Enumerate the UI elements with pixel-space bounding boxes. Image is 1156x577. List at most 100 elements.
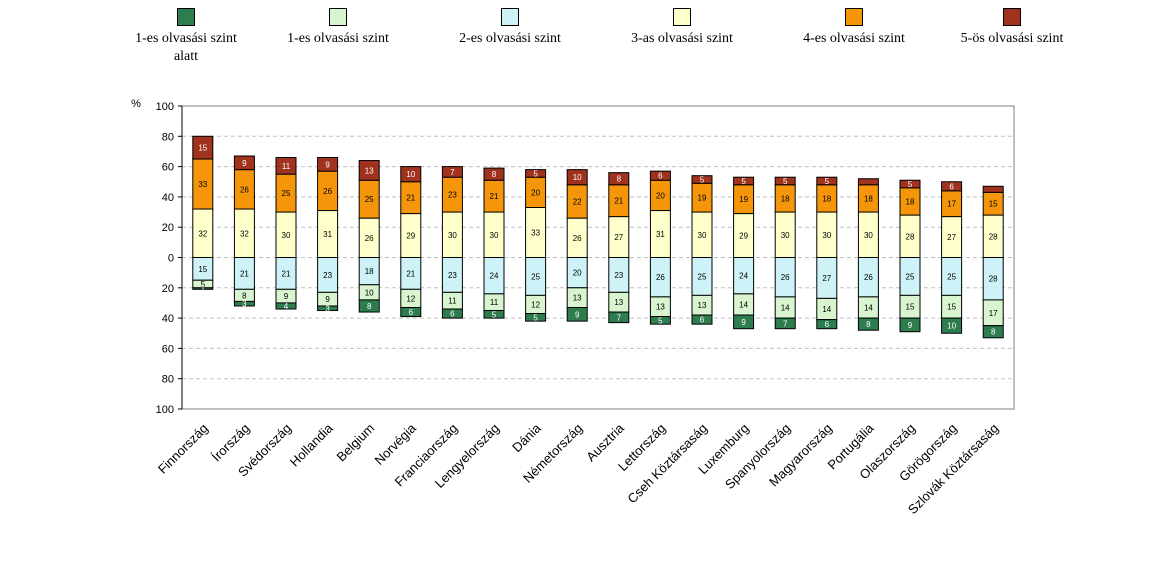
data-label: 5 <box>783 177 788 186</box>
data-label: 32 <box>198 229 207 238</box>
legend-item-level-1: 1-es olvasási szint <box>253 8 423 48</box>
data-label: 21 <box>614 197 623 206</box>
legend-swatch <box>1003 8 1021 26</box>
data-label: 20 <box>573 269 582 278</box>
bar-segment <box>774 176 796 186</box>
data-label: 30 <box>781 231 790 240</box>
data-label: 28 <box>906 232 915 241</box>
data-label: 8 <box>367 302 372 311</box>
data-label: 30 <box>490 231 499 240</box>
data-label: 11 <box>490 298 499 307</box>
data-label: 18 <box>864 194 873 203</box>
legend-item-below-level-1: 1-es olvasási szint alatt <box>101 8 271 66</box>
bar-segment <box>525 169 547 178</box>
data-label: 14 <box>822 305 831 314</box>
data-label: 15 <box>906 303 915 312</box>
bar-segment <box>941 181 963 192</box>
data-label: 19 <box>698 194 707 203</box>
bar-segment <box>899 317 921 333</box>
legend-label: 1-es olvasási szint <box>287 31 389 46</box>
legend-item-level-3: 3-as olvasási szint <box>597 8 767 48</box>
data-label: 30 <box>698 231 707 240</box>
data-label: 8 <box>492 170 497 179</box>
data-label: 13 <box>365 166 374 175</box>
data-label: 12 <box>406 294 415 303</box>
bar-segment <box>566 306 588 322</box>
data-label: 30 <box>448 231 457 240</box>
data-label: 8 <box>866 320 871 329</box>
data-label: 7 <box>783 319 788 328</box>
bar-segment <box>608 311 630 324</box>
legend-item-level-4: 4-es olvasási szint <box>769 8 939 48</box>
y-tick-label: 0 <box>168 253 174 265</box>
data-label: 8 <box>242 291 247 300</box>
data-label: 1 <box>201 285 206 294</box>
data-label: 9 <box>575 310 580 319</box>
bar-segment <box>941 317 963 334</box>
data-label: 9 <box>741 318 746 327</box>
legend-swatch <box>501 8 519 26</box>
data-label: 22 <box>573 197 582 206</box>
data-label: 30 <box>282 231 291 240</box>
bar-segment <box>192 135 214 160</box>
data-label: 15 <box>989 200 998 209</box>
legend-swatch <box>845 8 863 26</box>
data-label: 5 <box>201 280 206 289</box>
data-label: 33 <box>198 180 207 189</box>
bar-segment <box>275 302 297 310</box>
legend-label: 3-as olvasási szint <box>631 31 733 46</box>
bar-segment <box>317 157 339 172</box>
x-tick-label: Hollandia <box>287 420 336 469</box>
data-label: 21 <box>282 269 291 278</box>
data-label: 7 <box>617 313 622 322</box>
data-label: 26 <box>323 187 332 196</box>
bar-segment <box>816 319 838 330</box>
y-tick-label: 20 <box>162 222 174 234</box>
data-label: 3 <box>242 300 247 309</box>
legend-item-level-2: 2-es olvasási szint <box>425 8 595 48</box>
data-label: 17 <box>989 309 998 318</box>
x-tick-label: Dánia <box>509 420 544 455</box>
data-label: 5 <box>533 313 538 322</box>
data-label: 5 <box>825 177 830 186</box>
data-label: 27 <box>822 274 831 283</box>
data-label: 30 <box>864 231 873 240</box>
bar-segment <box>233 300 255 307</box>
data-label: 32 <box>240 229 249 238</box>
data-label: 6 <box>825 320 830 329</box>
data-label: 7 <box>450 168 455 177</box>
x-tick-label: Finnország <box>155 421 211 477</box>
bar-segment <box>733 314 755 330</box>
data-label: 9 <box>284 292 289 301</box>
data-label: 23 <box>614 271 623 280</box>
data-label: 17 <box>947 200 956 209</box>
bar-segment <box>358 299 380 313</box>
data-label: 9 <box>325 160 330 169</box>
bar-segment <box>566 169 588 186</box>
legend-label: 1-es olvasási szint alatt <box>135 31 237 64</box>
data-label: 5 <box>908 180 913 189</box>
y-tick-label: 60 <box>162 162 174 174</box>
legend-label: 4-es olvasási szint <box>803 31 905 46</box>
gridlines <box>181 105 1015 410</box>
y-axis-unit: % <box>131 98 141 110</box>
data-label: 8 <box>991 328 996 337</box>
bars: 3233151551322692183302511219431269239326… <box>192 135 1004 339</box>
legend-swatch <box>177 8 195 26</box>
legend-swatch <box>329 8 347 26</box>
data-label: 10 <box>406 170 415 179</box>
data-label: 13 <box>614 298 623 307</box>
data-label: 8 <box>617 175 622 184</box>
y-tick-label: 80 <box>162 374 174 386</box>
data-label: 14 <box>739 300 748 309</box>
data-label: 19 <box>739 195 748 204</box>
data-label: 21 <box>406 269 415 278</box>
bar-segment <box>608 172 630 186</box>
data-label: 28 <box>989 232 998 241</box>
legend-label: 5-ös olvasási szint <box>960 31 1064 46</box>
bar-segment <box>899 179 921 189</box>
bar-segment <box>857 317 879 331</box>
bar-segment <box>691 314 713 325</box>
bar-segment <box>774 317 796 330</box>
